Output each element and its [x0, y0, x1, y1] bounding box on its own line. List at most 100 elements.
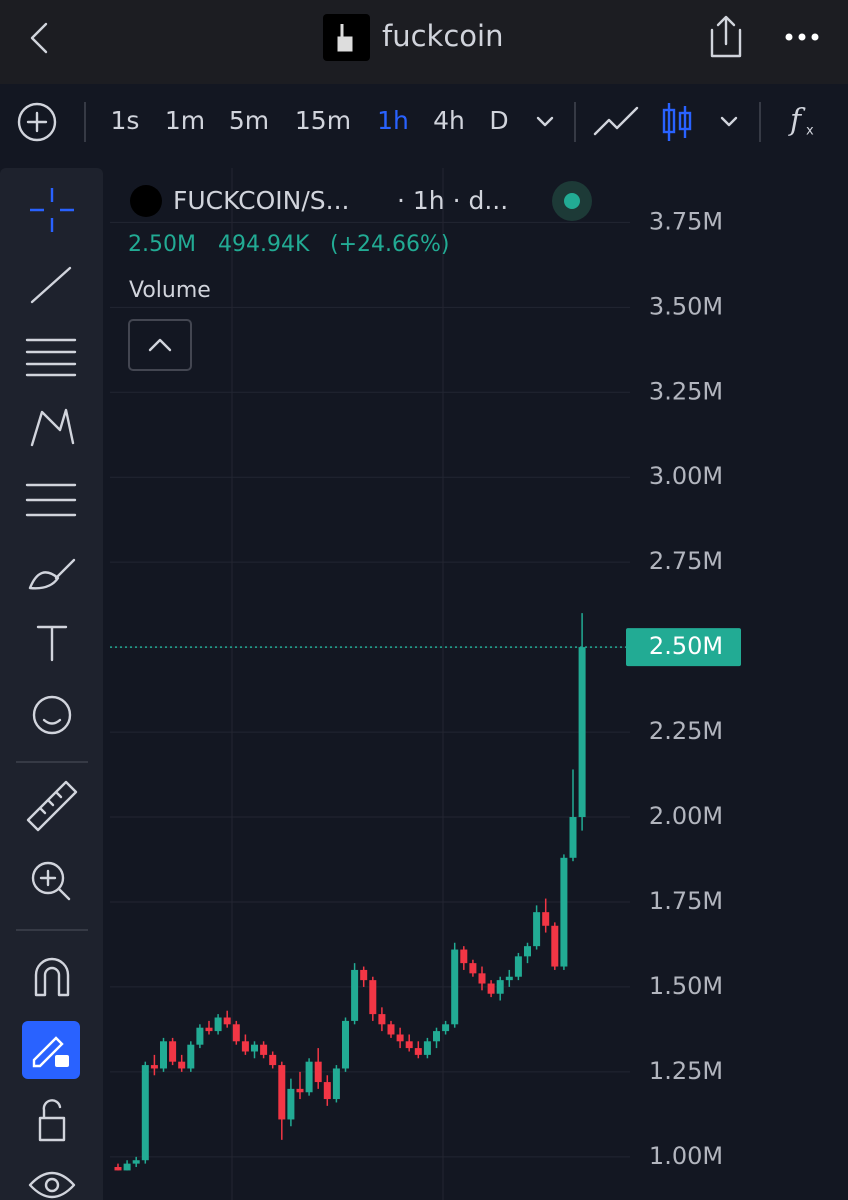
candle-body [196, 1027, 204, 1045]
interval-button[interactable]: 1s [111, 106, 140, 135]
candle-body [150, 1065, 158, 1069]
candle-chart-type[interactable] [662, 103, 692, 141]
interval-button[interactable]: 5m [229, 106, 269, 135]
y-tick-label: 2.75M [649, 547, 723, 575]
candle-body [387, 1024, 395, 1035]
visibility-tool[interactable] [28, 1171, 76, 1199]
candle-body [260, 1044, 268, 1055]
candle-body [305, 1061, 313, 1093]
interval-button[interactable]: 1h [377, 106, 409, 135]
interval-button[interactable]: 1m [165, 106, 205, 135]
toolbar-content: f x 1s 1m 5m 15m 1h 4h D [17, 102, 814, 142]
y-tick-label: 3.75M [649, 207, 723, 235]
candle-body [332, 1068, 340, 1100]
more-button[interactable] [785, 33, 819, 41]
brush-tool[interactable] [28, 558, 76, 590]
back-button[interactable] [30, 22, 48, 54]
candle-body [478, 973, 486, 984]
interval-button[interactable]: D [489, 106, 508, 135]
chart-type-menu[interactable] [720, 116, 738, 127]
candle-body [232, 1024, 240, 1042]
magnet-tool[interactable] [34, 957, 70, 997]
candle-body [123, 1163, 131, 1171]
indicator-label: Volume [129, 278, 211, 303]
toolbar [0, 84, 848, 160]
y-tick-label: 1.75M [649, 887, 723, 915]
pattern-tool[interactable] [30, 408, 75, 447]
candle-body [351, 969, 359, 1021]
candle-body [460, 949, 468, 964]
lock-drawings-glyph [55, 1055, 69, 1067]
candle-body [314, 1061, 322, 1083]
interval-menu[interactable] [536, 116, 554, 127]
y-tick-label: 2.25M [649, 717, 723, 745]
candle-body [296, 1088, 304, 1093]
sidebar-tools [16, 188, 88, 1199]
candle-body [514, 956, 522, 977]
header-title: fuckcoin [382, 19, 503, 53]
zoom-tool[interactable] [31, 861, 71, 901]
text-tool[interactable] [36, 625, 68, 662]
legend-interval: · 1h · d... [397, 186, 508, 215]
last-price-label: 2.50M [649, 632, 723, 660]
prediction-tool[interactable] [25, 483, 77, 517]
candle-body [396, 1034, 404, 1042]
indicators-button-x: x [806, 124, 814, 139]
candle-body [287, 1088, 295, 1120]
unlock-tool[interactable] [38, 1099, 66, 1142]
header-bar [0, 0, 848, 84]
y-tick-label: 3.25M [649, 377, 723, 405]
fib-tool[interactable] [25, 338, 77, 377]
y-tick-label: 1.50M [649, 972, 723, 1000]
legend-change-percent: (+24.66%) [330, 232, 450, 257]
candle-body [342, 1020, 349, 1069]
candle-body [269, 1054, 277, 1066]
candle-body [323, 1082, 331, 1100]
candle-body [178, 1061, 186, 1069]
line-chart-type[interactable] [593, 106, 639, 136]
candle-body [533, 912, 541, 947]
candle-body [251, 1044, 258, 1052]
candle-body [505, 976, 513, 981]
market-status-dot [564, 193, 580, 209]
candle-body [542, 912, 550, 926]
legend-change: 494.94K [218, 232, 310, 257]
chart-legend: FUCKCOIN/S... · 1h · d... 2.50M 494.94K … [128, 181, 592, 371]
candle-body [414, 1048, 422, 1055]
add-symbol[interactable] [17, 102, 57, 142]
candle-body [360, 969, 368, 981]
plot: 1.00M 1.25M 1.50M 1.75M 2.00M 2.25M 2.50M 2.75M… [110, 207, 741, 1171]
interval-button[interactable]: 15m [295, 106, 351, 135]
candle-body [524, 946, 531, 957]
candle-body [433, 1031, 440, 1042]
candle-body [214, 1017, 222, 1032]
trend-line-tool[interactable] [30, 266, 72, 304]
candle-body [405, 1041, 413, 1049]
candle-body [451, 949, 459, 1025]
candle-body [241, 1041, 249, 1052]
candle-body [551, 925, 559, 967]
crosshair-tool[interactable] [30, 188, 74, 232]
share-button[interactable] [710, 15, 742, 58]
interval-button[interactable]: 4h [433, 106, 465, 135]
candle-body [223, 1017, 231, 1025]
lock-drawings-glyph [32, 1036, 64, 1068]
add-symbol-plus [26, 111, 48, 133]
y-tick-label: 3.50M [649, 292, 723, 320]
candle-body [141, 1065, 149, 1161]
candle-body [160, 1041, 167, 1069]
ruler-tool[interactable] [26, 780, 78, 832]
legend-price: 2.50M [128, 232, 196, 257]
collapse-legend[interactable] [128, 319, 192, 371]
candle-body [442, 1024, 450, 1032]
candle-body [496, 980, 504, 994]
y-tick-label: 1.00M [649, 1142, 723, 1170]
candle-body [278, 1065, 286, 1120]
candle-body [423, 1041, 431, 1055]
y-tick-label: 1.25M [649, 1057, 723, 1085]
lock-drawings-tool[interactable] [22, 1021, 80, 1079]
candle-body [569, 817, 577, 858]
emoji-tool[interactable] [32, 695, 72, 735]
